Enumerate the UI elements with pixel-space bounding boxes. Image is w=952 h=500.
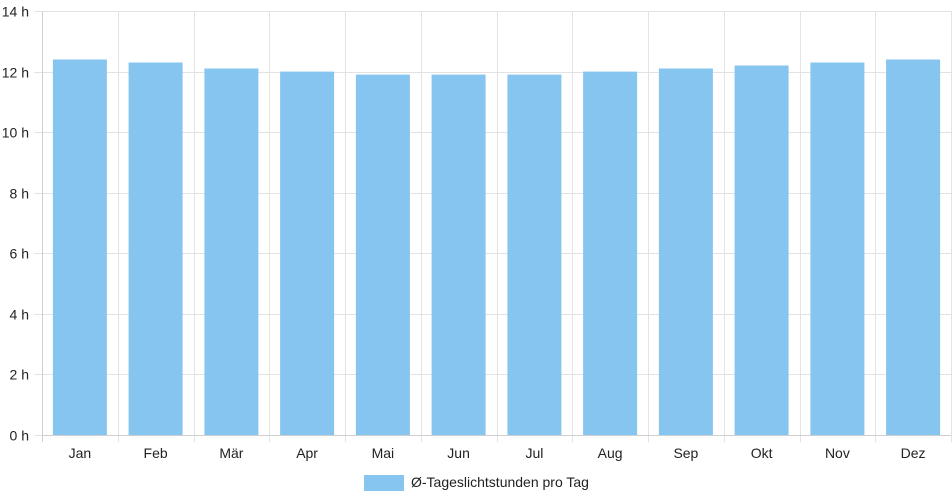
y-tick-label: 0 h (10, 428, 29, 444)
bar[interactable] (52, 59, 107, 436)
bar[interactable] (658, 68, 713, 436)
x-tick-label: Jun (447, 445, 470, 461)
x-tick-label: Jul (525, 445, 543, 461)
bar[interactable] (734, 65, 789, 436)
x-tick-label: Aug (598, 445, 623, 461)
x-tick-label: Jan (69, 445, 92, 461)
x-tick-label: Sep (673, 445, 698, 461)
y-tick-label: 8 h (10, 186, 29, 202)
y-tick-label: 4 h (10, 307, 29, 323)
bar[interactable] (886, 59, 941, 436)
bar[interactable] (204, 68, 259, 436)
bars-layer (52, 59, 941, 436)
y-tick-label: 6 h (10, 246, 29, 262)
bar[interactable] (128, 62, 183, 436)
bar[interactable] (507, 74, 562, 435)
x-tick-label: Mär (219, 445, 243, 461)
bar[interactable] (431, 74, 486, 435)
y-tick-label: 10 h (2, 125, 29, 141)
legend[interactable]: Ø-Tageslichtstunden pro Tag (364, 474, 589, 491)
x-tick-label: Nov (825, 445, 850, 461)
x-tick-label: Apr (296, 445, 318, 461)
y-tick-label: 2 h (10, 367, 29, 383)
bar[interactable] (355, 74, 410, 435)
bar[interactable] (810, 62, 865, 436)
legend-label[interactable]: Ø-Tageslichtstunden pro Tag (411, 474, 589, 490)
legend-swatch[interactable] (364, 475, 404, 491)
x-tick-label: Okt (751, 445, 773, 461)
x-tick-label: Mai (372, 445, 395, 461)
x-tick-label: Feb (144, 445, 168, 461)
grid-layer (34, 11, 952, 442)
bar[interactable] (583, 71, 638, 435)
axis-layer: 0 h 2 h 4 h 6 h 8 h 10 h 12 h 14 h Jan Feb Mär Apr M… (2, 4, 951, 461)
y-tick-label: 14 h (2, 4, 29, 20)
bar[interactable] (280, 71, 335, 435)
y-tick-label: 12 h (2, 65, 29, 81)
x-tick-label: Dez (901, 445, 926, 461)
